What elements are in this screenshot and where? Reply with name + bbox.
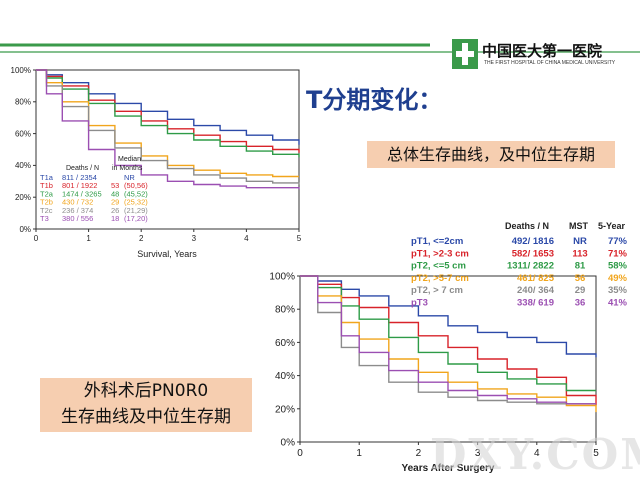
page-title: T分期变化： xyxy=(306,86,443,114)
legend-header-deaths: Deaths / N xyxy=(66,165,99,172)
x-tick-label: 2 xyxy=(416,448,422,459)
legend-name-5: pT3 xyxy=(411,298,428,309)
logo-text: 中国医大第一医院 xyxy=(482,42,603,60)
y-tick-label: 0% xyxy=(19,225,31,234)
y-tick-label: 40% xyxy=(15,161,31,170)
hospital-logo: 中国医大第一医院 THE FIRST HOSPITAL OF CHINA MED… xyxy=(452,37,616,73)
x-tick-label: 3 xyxy=(192,234,197,243)
legend-five-year-0: 77% xyxy=(608,236,628,247)
x-tick-label: 4 xyxy=(534,448,540,459)
legend-median-1: (50,56) xyxy=(124,181,148,190)
legend-deaths-n-5: 338/ 619 xyxy=(517,298,554,309)
series-line-5 xyxy=(36,69,300,190)
legend-five-year-5: 41% xyxy=(608,298,628,309)
legend-deaths-n-3: 430 / 732 xyxy=(62,198,93,207)
legend-median-4: (21,29) xyxy=(124,206,148,215)
legend-deaths-1: 53 xyxy=(111,181,119,190)
y-tick-label: 100% xyxy=(269,272,295,283)
green-cross-icon xyxy=(452,39,478,69)
legend-header-median-2: in Months xyxy=(112,165,143,172)
x-tick-label: 3 xyxy=(475,448,481,459)
legend-deaths-5: 18 xyxy=(111,214,119,223)
y-tick-label: 60% xyxy=(15,129,31,138)
callout-line-2: 生存曲线及中位生存期 xyxy=(61,407,231,427)
x-tick-label: 1 xyxy=(86,234,91,243)
legend-deaths-n-3: 461/ 825 xyxy=(517,273,555,284)
legend-mst-5: 36 xyxy=(575,298,586,309)
legend-deaths-n-0: 811 / 2354 xyxy=(62,173,97,182)
y-tick-label: 0% xyxy=(281,438,296,449)
legend-median-3: (25,32) xyxy=(124,198,148,207)
x-tick-label: 5 xyxy=(297,234,302,243)
series-line-5 xyxy=(300,275,596,405)
x-axis-label: Years After Surgery xyxy=(401,463,494,474)
y-tick-label: 40% xyxy=(275,371,295,382)
legend-deaths-n-4: 236 / 374 xyxy=(62,206,93,215)
x-tick-label: 5 xyxy=(593,448,599,459)
legend-deaths-n-2: 1474 / 3265 xyxy=(62,189,102,198)
legend-header-five-year: 5-Year xyxy=(598,221,626,231)
legend-median-5: (17,20) xyxy=(124,214,148,223)
legend-deaths-n-5: 380 / 556 xyxy=(62,214,93,223)
y-tick-label: 100% xyxy=(11,66,31,75)
legend-mst-2: 81 xyxy=(575,261,586,272)
legend-name-1: pT1, >2-3 cm xyxy=(411,248,469,259)
legend-deaths-n-1: 582/ 1653 xyxy=(512,248,554,259)
legend-name-2: pT2, <=5 cm xyxy=(411,261,466,272)
legend-mst-1: 113 xyxy=(572,248,587,259)
legend-name-2: T2a xyxy=(40,189,54,198)
legend-name-0: pT1, <=2cm xyxy=(411,236,463,247)
legend-five-year-3: 49% xyxy=(608,273,628,284)
legend-deaths-n-4: 240/ 364 xyxy=(517,285,555,296)
callout-pn0r0: 外科术后PN0R0 生存曲线及中位生存期 xyxy=(40,378,252,432)
legend-five-year-4: 35% xyxy=(608,285,628,296)
y-tick-label: 80% xyxy=(15,98,31,107)
callout-overall-survival: 总体生存曲线，及中位生存期 xyxy=(367,141,615,168)
logo-subtext: THE FIRST HOSPITAL OF CHINA MEDICAL UNIV… xyxy=(484,60,616,66)
legend-name-1: T1b xyxy=(40,181,53,190)
legend-deaths-n-0: 492/ 1816 xyxy=(512,236,554,247)
x-tick-label: 1 xyxy=(356,448,362,459)
legend-median-2: (45,52) xyxy=(124,189,148,198)
x-tick-label: 4 xyxy=(244,234,249,243)
legend-deaths-4: 26 xyxy=(111,206,119,215)
watermark: DXY.COM xyxy=(430,430,640,479)
x-tick-label: 2 xyxy=(139,234,144,243)
legend-deaths-3: 29 xyxy=(111,198,119,207)
y-tick-label: 60% xyxy=(275,338,295,349)
legend-name-5: T3 xyxy=(40,214,49,223)
legend-deaths-n-1: 801 / 1922 xyxy=(62,181,97,190)
legend-five-year-1: 71% xyxy=(608,248,628,259)
y-tick-label: 20% xyxy=(15,193,31,202)
legend-mst-4: 29 xyxy=(575,285,586,296)
x-tick-label: 0 xyxy=(297,448,303,459)
callout-line-1: 外科术后PN0R0 xyxy=(83,381,209,401)
legend-name-4: T2c xyxy=(40,206,53,215)
legend-mst-3: 56 xyxy=(575,273,586,284)
legend-name-3: pT2, >5-7 cm xyxy=(411,273,469,284)
legend-five-year-2: 58% xyxy=(608,261,628,272)
legend-median-0: NR xyxy=(124,173,135,182)
legend-header-deaths: Deaths / N xyxy=(505,221,549,231)
legend-name-3: T2b xyxy=(40,198,53,207)
legend-header-median-1: Median xyxy=(118,156,141,163)
legend-name-4: pT2, > 7 cm xyxy=(411,285,463,296)
y-tick-label: 20% xyxy=(275,404,295,415)
y-tick-label: 80% xyxy=(275,305,295,316)
legend-name-0: T1a xyxy=(40,173,54,182)
legend-mst-0: NR xyxy=(573,236,587,247)
x-axis-label: Survival, Years xyxy=(137,249,197,259)
plot-frame xyxy=(299,275,597,443)
legend-deaths-n-2: 1311/ 2822 xyxy=(507,261,554,272)
legend-deaths-2: 48 xyxy=(111,189,119,198)
legend-header-mst: MST xyxy=(569,221,589,231)
x-tick-label: 0 xyxy=(34,234,39,243)
